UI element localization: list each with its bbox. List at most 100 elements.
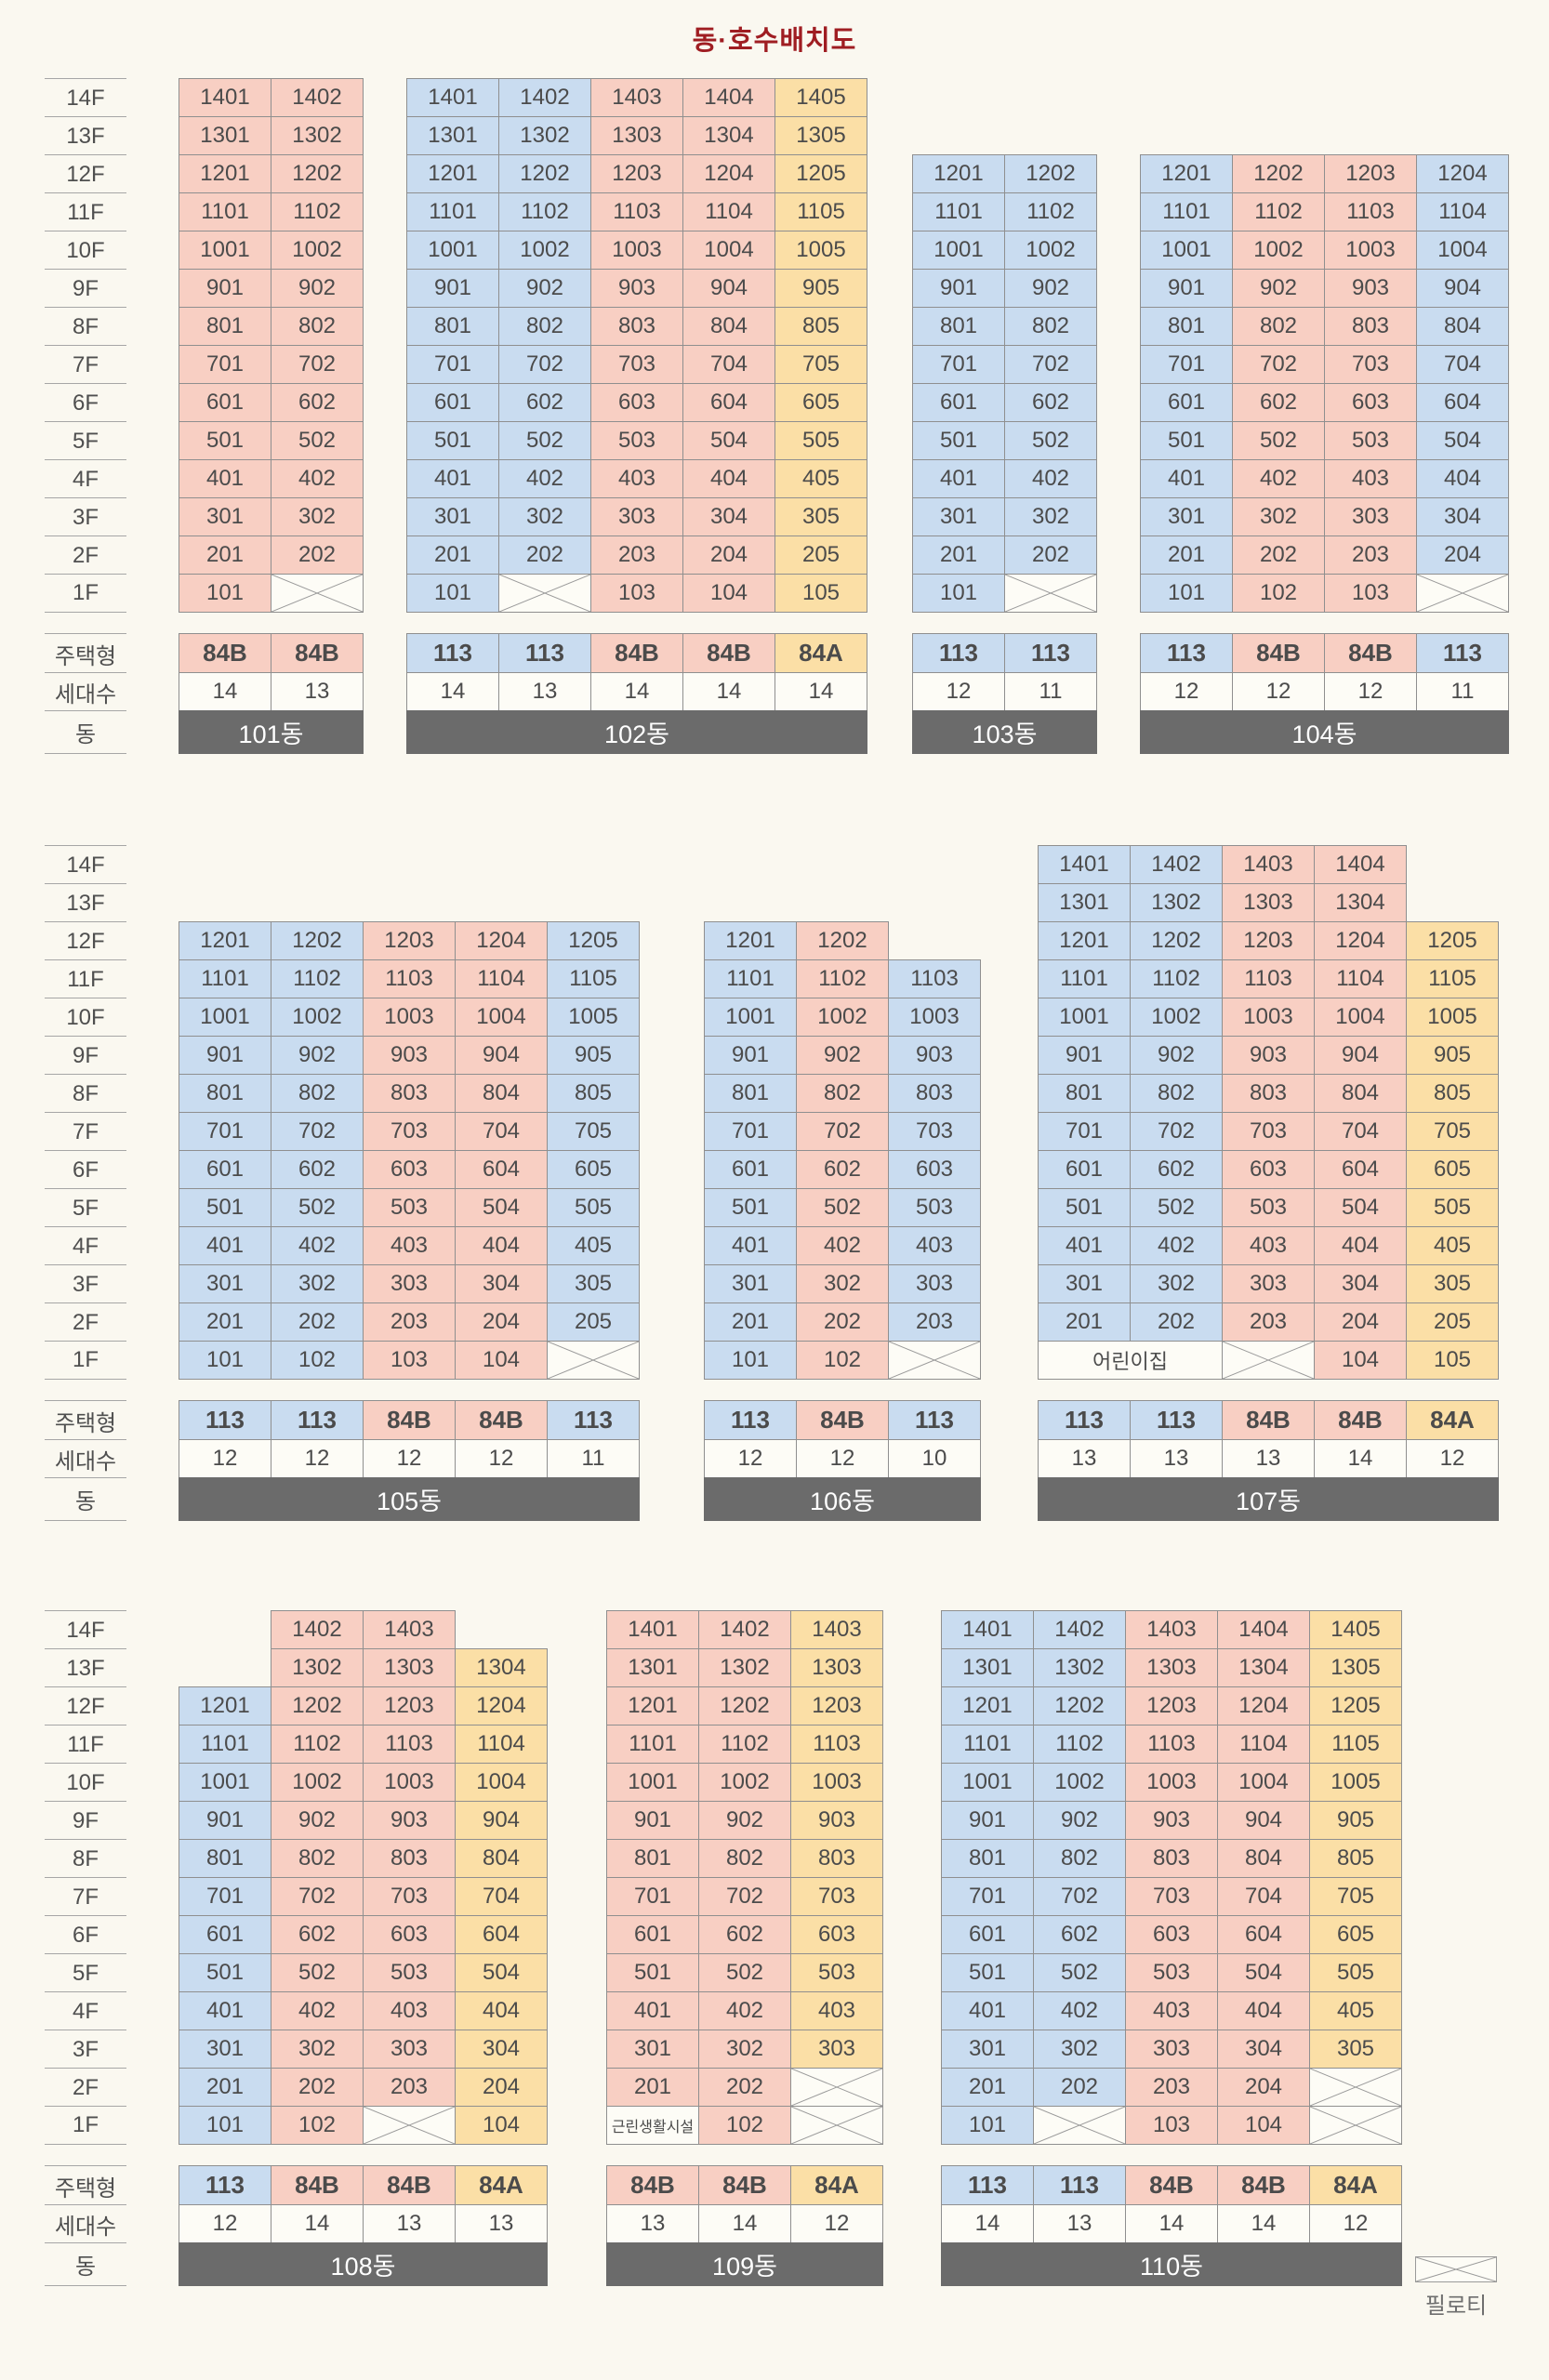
unit-cell: 1202 (1033, 1686, 1126, 1726)
pilotis-cell (1004, 574, 1097, 613)
unit-cell: 201 (704, 1302, 797, 1342)
unit-cell: 202 (698, 2068, 791, 2107)
type-cell: 113 (1130, 1400, 1223, 1440)
unit-cell: 201 (179, 2068, 271, 2107)
count-cell: 13 (606, 2204, 699, 2243)
count-cell: 13 (1033, 2204, 1126, 2243)
building-106: 1201 1202 1101 1102 1103 1001 1002 1003 901 902 90… (704, 845, 981, 1521)
unit-cell: 605 (547, 1150, 640, 1189)
count-cell: 13 (1222, 1439, 1315, 1478)
pilotis-cell (547, 1341, 640, 1380)
unit-cell: 605 (1406, 1150, 1499, 1189)
unit-cell: 503 (363, 1953, 456, 1992)
unit-cell: 902 (698, 1801, 791, 1840)
unit-cell: 503 (1125, 1953, 1218, 1992)
unit-cell: 405 (1309, 1991, 1402, 2030)
floor-label: 2F (45, 536, 126, 575)
unit-cell: 201 (179, 536, 271, 575)
unit-cell: 1002 (1004, 231, 1097, 270)
unit-cell: 1201 (1038, 921, 1131, 960)
unit-cell: 1201 (179, 1686, 271, 1726)
unit-cell: 205 (1406, 1302, 1499, 1342)
building-name-bar: 110동 (941, 2242, 1402, 2286)
unit-cell: 601 (179, 383, 271, 422)
unit-cell: 303 (888, 1264, 981, 1303)
unit-cell: 1202 (1130, 921, 1223, 960)
unit-cell: 301 (179, 497, 271, 536)
unit-cell: 1302 (271, 116, 364, 155)
unit-cell: 1203 (1222, 921, 1315, 960)
count-cell: 12 (1324, 672, 1417, 711)
unit-cell: 603 (363, 1915, 456, 1954)
pilotis-cell (1033, 2106, 1126, 2145)
unit-cell: 1102 (271, 959, 364, 998)
unit-cell: 602 (796, 1150, 889, 1189)
unit-cell: 502 (1004, 421, 1097, 460)
unit-cell: 403 (590, 459, 683, 498)
unit-cell: 103 (363, 1341, 456, 1380)
unit-cell: 704 (1217, 1877, 1310, 1916)
unit-cell: 1303 (363, 1648, 456, 1687)
unit-cell: 501 (1038, 1188, 1131, 1227)
unit-cell: 505 (1309, 1953, 1402, 1992)
x-icon (889, 1342, 980, 1379)
unit-cell: 904 (455, 1801, 548, 1840)
unit-cell: 203 (1222, 1302, 1315, 1342)
unit-cell: 103 (1324, 574, 1417, 613)
unit-cell: 905 (774, 269, 867, 308)
unit-cell: 605 (774, 383, 867, 422)
row-label-type: 주택형 (45, 633, 126, 673)
unit-cell: 401 (179, 459, 271, 498)
unit-cell: 704 (455, 1877, 548, 1916)
count-cell: 12 (455, 1439, 548, 1478)
unit-cell: 802 (271, 307, 364, 346)
unit-cell: 803 (1222, 1074, 1315, 1113)
unit-cell: 304 (682, 497, 775, 536)
floor-label: 4F (45, 1991, 126, 2030)
unit-cell: 801 (406, 307, 499, 346)
count-cell: 14 (590, 672, 683, 711)
floor-label: 8F (45, 307, 126, 346)
unit-cell: 1204 (682, 154, 775, 193)
floor-label: 14F (45, 845, 126, 884)
floor-label: 9F (45, 269, 126, 308)
building-108: 1402 1403 1302 1303 1304 1201 1202 1203 1204 1101… (179, 1610, 548, 2286)
unit-cell: 702 (271, 1877, 364, 1916)
count-cell: 12 (1406, 1439, 1499, 1478)
unit-cell: 204 (455, 1302, 548, 1342)
unit-cell: 101 (1140, 574, 1233, 613)
row-label-count: 세대수 (45, 672, 126, 711)
unit-cell: 504 (1314, 1188, 1407, 1227)
building-101: 1401 1402 1301 1302 1201 1202 1101 1102 1001 1002… (179, 78, 364, 754)
unit-cell: 204 (682, 536, 775, 575)
unit-cell: 202 (1004, 536, 1097, 575)
unit-cell: 701 (179, 1112, 271, 1151)
type-cell: 84B (1324, 633, 1417, 673)
unit-cell: 1005 (1406, 998, 1499, 1037)
unit-cell: 905 (1406, 1036, 1499, 1075)
unit-cell: 303 (1125, 2030, 1218, 2069)
type-cell: 84B (698, 2165, 791, 2205)
unit-cell: 801 (941, 1839, 1034, 1878)
unit-cell: 503 (1324, 421, 1417, 460)
unit-cell: 1105 (547, 959, 640, 998)
unit-cell: 504 (1217, 1953, 1310, 1992)
unit-cell: 1101 (1140, 192, 1233, 231)
unit-cell: 1205 (547, 921, 640, 960)
unit-cell: 903 (1125, 1801, 1218, 1840)
type-cell: 84B (606, 2165, 699, 2205)
unit-cell: 704 (1416, 345, 1509, 384)
unit-cell: 504 (682, 421, 775, 460)
count-cell: 14 (941, 2204, 1034, 2243)
count-cell: 11 (1004, 672, 1097, 711)
page-title: 동·호수배치도 (692, 26, 857, 56)
floor-label: 1F (45, 1341, 126, 1380)
unit-cell: 801 (179, 307, 271, 346)
type-cell: 84B (1232, 633, 1325, 673)
unit-cell: 1001 (406, 231, 499, 270)
unit-cell: 503 (363, 1188, 456, 1227)
floor-label: 12F (45, 1686, 126, 1726)
unit-cell: 1204 (455, 921, 548, 960)
unit-cell: 802 (271, 1074, 364, 1113)
pilotis-cell (363, 2106, 456, 2145)
